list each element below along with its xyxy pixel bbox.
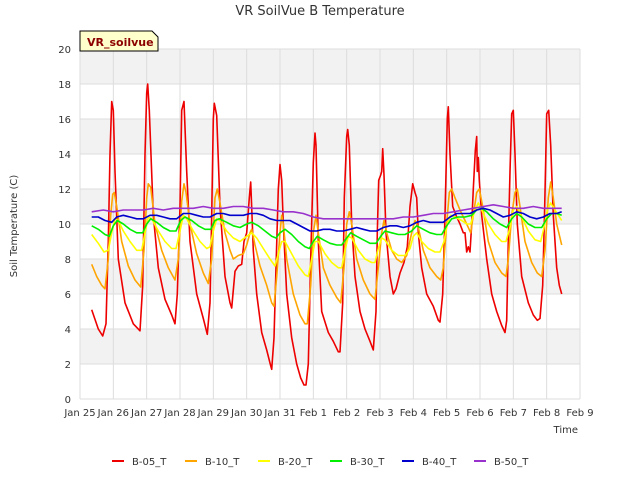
series-line-b-20-t <box>91 202 563 278</box>
x-tick-label: Feb 3 <box>366 408 393 419</box>
plot-band <box>80 119 580 154</box>
legend-label: B-05_T <box>132 457 167 468</box>
x-tick-label: Feb 9 <box>566 408 593 419</box>
legend-label: B-30_T <box>350 457 385 468</box>
plot-band <box>80 364 580 399</box>
legend-label: B-40_T <box>422 457 457 468</box>
y-axis: 0 2 4 6 8 10 12 14 16 18 20 <box>58 45 71 406</box>
y-tick-label: 20 <box>58 45 71 56</box>
x-tick-label: Jan 30 <box>230 408 262 419</box>
x-tick-label: Jan 28 <box>163 408 195 419</box>
x-tick-label: Feb 6 <box>466 408 493 419</box>
x-tick-label: Jan 29 <box>197 408 229 419</box>
y-tick-label: 14 <box>58 150 71 161</box>
x-tick-label: Feb 5 <box>433 408 460 419</box>
x-axis: Jan 25 Jan 26 Jan 27 Jan 28 Jan 29 Jan 30 Jan … <box>63 408 593 419</box>
x-axis-title: Time <box>553 425 578 436</box>
series-line-b-30-t <box>91 207 562 250</box>
series-line-b-50-t <box>91 204 562 220</box>
legend-item: B-20_T <box>258 457 313 468</box>
legend: B-05_T B-10_T B-20_T B-30_T B-40_T B-50_T <box>112 457 529 468</box>
legend-label: B-50_T <box>494 457 529 468</box>
plot-band <box>80 49 580 84</box>
series-line-b-40-t <box>91 207 562 232</box>
y-tick-label: 2 <box>65 360 71 371</box>
x-tick-label: Feb 1 <box>300 408 327 419</box>
chart-title: VR SoilVue B Temperature <box>235 4 404 19</box>
y-tick-label: 16 <box>58 115 71 126</box>
plot-band <box>80 84 580 119</box>
x-tick-label: Jan 31 <box>263 408 295 419</box>
site-badge-label: VR_soilvue <box>87 36 154 49</box>
x-tick-label: Jan 25 <box>63 408 95 419</box>
y-tick-label: 18 <box>58 80 71 91</box>
x-tick-label: Feb 2 <box>333 408 360 419</box>
legend-label: B-10_T <box>205 457 240 468</box>
legend-item: B-40_T <box>402 457 457 468</box>
legend-item: B-30_T <box>330 457 385 468</box>
plot-band <box>80 154 580 189</box>
x-tick-label: Feb 4 <box>400 408 427 419</box>
y-tick-label: 4 <box>65 325 71 336</box>
series-line-b-10-t <box>90 181 563 325</box>
plot-band <box>80 294 580 329</box>
legend-item: B-10_T <box>185 457 240 468</box>
grid-lines <box>79 48 581 400</box>
x-tick-label: Jan 27 <box>130 408 162 419</box>
legend-label: B-20_T <box>278 457 313 468</box>
x-tick-label: Feb 7 <box>500 408 527 419</box>
y-tick-label: 10 <box>58 220 71 231</box>
series-lines <box>90 83 563 386</box>
y-axis-title: Soil Temperature (C) <box>9 175 20 278</box>
y-tick-label: 8 <box>65 255 71 266</box>
legend-item: B-05_T <box>112 457 167 468</box>
legend-item: B-50_T <box>474 457 529 468</box>
y-tick-label: 0 <box>65 395 71 406</box>
site-badge-box <box>79 30 159 52</box>
x-tick-label: Jan 26 <box>97 408 129 419</box>
y-tick-label: 12 <box>58 185 71 196</box>
site-badge: VR_soilvue <box>79 30 159 52</box>
x-tick-label: Feb 8 <box>533 408 560 419</box>
y-tick-label: 6 <box>65 290 71 301</box>
